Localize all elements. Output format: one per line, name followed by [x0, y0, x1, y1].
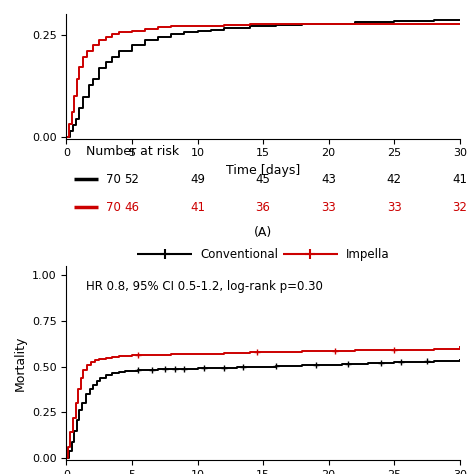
Text: HR 0.8, 95% CI 0.5-1.2, log-rank p=0.30: HR 0.8, 95% CI 0.5-1.2, log-rank p=0.30	[86, 280, 323, 293]
Y-axis label: Mortality: Mortality	[13, 335, 27, 391]
Text: 41: 41	[190, 201, 205, 214]
Text: 70: 70	[106, 201, 120, 214]
Text: Conventional: Conventional	[200, 248, 278, 261]
Text: 36: 36	[255, 201, 271, 214]
Text: Number at risk: Number at risk	[86, 145, 179, 158]
Text: 33: 33	[321, 201, 336, 214]
Text: 49: 49	[190, 173, 205, 186]
Text: 52: 52	[125, 173, 139, 186]
X-axis label: Time [days]: Time [days]	[226, 164, 300, 177]
Text: 70: 70	[106, 173, 120, 186]
Text: 45: 45	[255, 173, 271, 186]
Text: 33: 33	[387, 201, 401, 214]
Text: (A): (A)	[254, 227, 272, 239]
Text: 43: 43	[321, 173, 336, 186]
Text: 41: 41	[452, 173, 467, 186]
Text: Impella: Impella	[346, 248, 389, 261]
Text: 32: 32	[452, 201, 467, 214]
Text: 42: 42	[387, 173, 401, 186]
Text: 46: 46	[125, 201, 139, 214]
